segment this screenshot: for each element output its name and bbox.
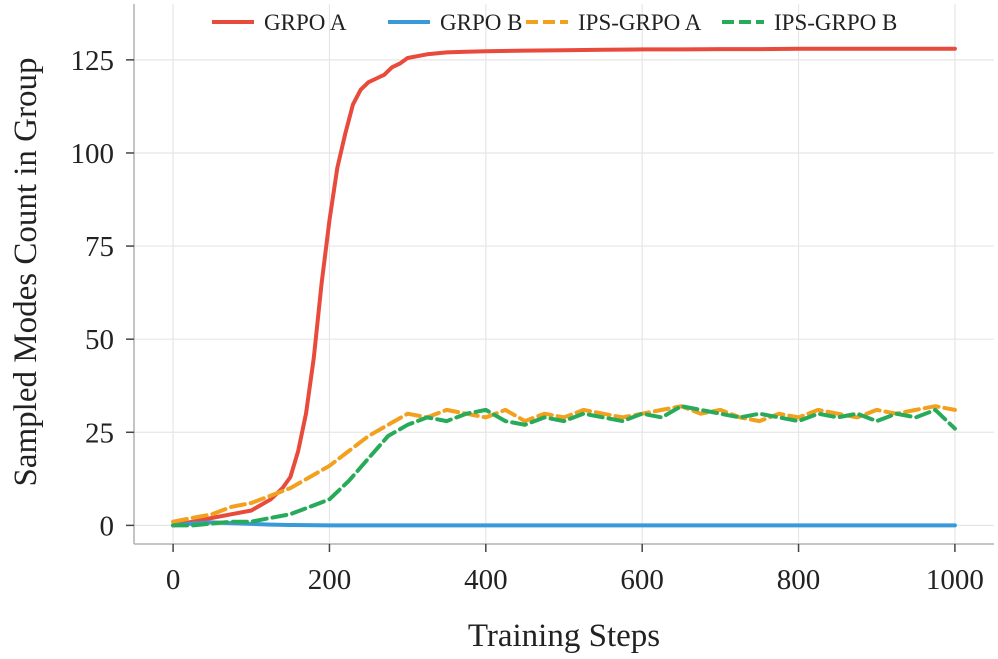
x-tick-label: 1000 (926, 564, 984, 596)
y-tick-label: 75 (85, 231, 114, 263)
series-line-ips-grpo-b (171, 404, 957, 528)
y-axis-label: Sampled Modes Count in Group (8, 58, 44, 487)
legend-label-ips-grpo-b: IPS-GRPO B (774, 10, 897, 35)
x-axis-label: Training Steps (468, 618, 660, 654)
series-line-grpo-a (171, 46, 957, 528)
legend: GRPO A GRPO B IPS-GRPO A IPS-GRPO B (212, 10, 897, 35)
x-tick-label: 800 (777, 564, 821, 596)
grid-lines (134, 4, 994, 544)
legend-label-ips-grpo-a: IPS-GRPO A (578, 10, 702, 35)
series-lines (171, 46, 957, 528)
legend-label-grpo-b: GRPO B (440, 10, 522, 35)
x-tick-label: 600 (620, 564, 664, 596)
y-tick-label: 0 (100, 510, 115, 542)
y-tick-label: 25 (85, 417, 114, 449)
y-tick-label: 50 (85, 324, 114, 356)
y-tick-label: 100 (71, 138, 115, 170)
axes (133, 4, 994, 545)
x-tick-label: 200 (308, 564, 352, 596)
series-line-grpo-b (171, 520, 957, 528)
legend-label-grpo-a: GRPO A (264, 10, 347, 35)
series-line-ips-grpo-a (171, 404, 957, 524)
y-ticks: 0 25 50 75 100 125 (71, 45, 134, 542)
y-tick-label: 125 (71, 45, 115, 77)
x-ticks: 0 200 400 600 800 1000 (166, 544, 984, 596)
x-tick-label: 400 (464, 564, 508, 596)
x-tick-label: 0 (166, 564, 181, 596)
